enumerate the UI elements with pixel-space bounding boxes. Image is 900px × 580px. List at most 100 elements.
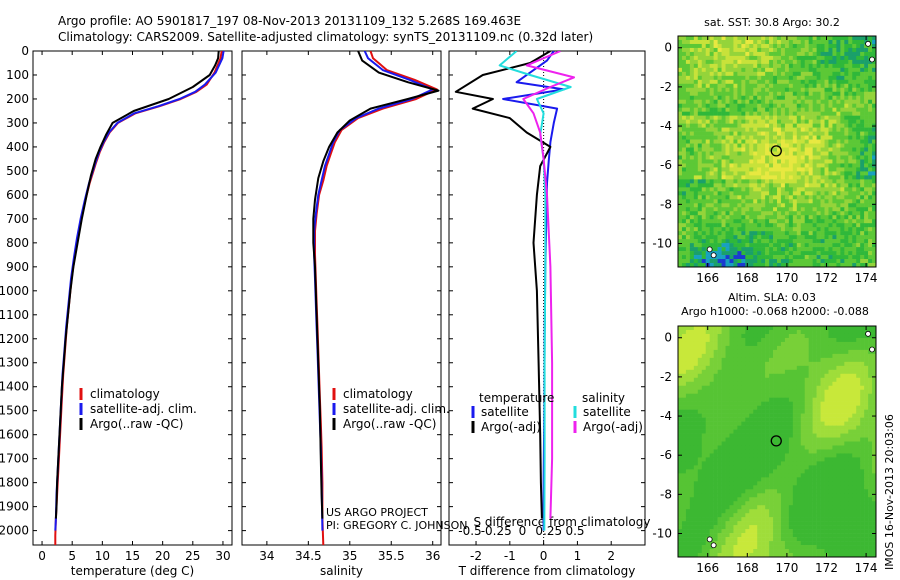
map-cell — [678, 63, 683, 69]
map-cell — [792, 139, 798, 144]
map-cell — [705, 119, 710, 124]
map-cell — [681, 365, 687, 371]
map-cell — [836, 417, 841, 422]
map-cell — [848, 247, 853, 252]
map-cell — [721, 373, 726, 379]
y-tick-label: 100 — [6, 68, 29, 82]
map-cell — [848, 255, 853, 260]
map-cell — [701, 329, 707, 335]
map-cell — [796, 175, 802, 180]
map-cell — [824, 361, 829, 367]
map-cell — [868, 215, 873, 220]
map-cell — [868, 119, 873, 124]
map-cell — [681, 191, 687, 196]
map-cell — [721, 67, 726, 73]
map-cell — [784, 167, 790, 172]
map-cell — [678, 131, 683, 136]
map-cell — [733, 329, 738, 335]
map-cell — [757, 259, 762, 264]
map-cell — [804, 345, 809, 351]
map-cell — [872, 199, 876, 204]
map-cell — [777, 127, 782, 132]
map-cell — [745, 79, 750, 85]
map-cell — [701, 457, 707, 462]
map-cell — [864, 211, 869, 216]
map-cell — [725, 187, 730, 192]
map-cell — [765, 413, 770, 418]
map-cell — [788, 255, 794, 260]
map-cell — [745, 235, 750, 240]
map-cell — [788, 147, 794, 152]
map-cell — [737, 461, 742, 466]
map-cell — [685, 337, 691, 343]
map-cell — [872, 457, 876, 462]
map-cell — [697, 79, 703, 85]
map-cell — [749, 39, 754, 45]
map-cell — [860, 99, 865, 104]
map-cell — [681, 353, 687, 359]
map-cell — [868, 219, 873, 224]
map-cell — [749, 329, 754, 335]
map-cell — [773, 155, 778, 160]
map-cell — [713, 377, 718, 383]
map-cell — [717, 191, 722, 196]
map-cell — [713, 365, 718, 371]
map-cell — [844, 143, 849, 148]
map-cell — [745, 373, 750, 379]
map-cell — [808, 67, 813, 73]
map-cell — [753, 223, 758, 228]
map-cell — [784, 59, 790, 65]
map-cell — [824, 119, 829, 124]
map-cell — [840, 421, 845, 426]
map-cell — [725, 199, 730, 204]
map-cell — [777, 191, 782, 196]
map-cell — [800, 421, 806, 426]
map-cell — [777, 417, 782, 422]
map-cell — [784, 251, 790, 256]
map-cell — [844, 36, 849, 41]
map-cell — [729, 385, 734, 391]
map-cell — [852, 227, 857, 232]
map-cell — [693, 345, 699, 351]
map-cell — [709, 361, 714, 367]
map-cell — [784, 191, 790, 196]
map-cell — [685, 409, 691, 414]
map-cell — [848, 373, 853, 379]
map-cell — [828, 123, 833, 128]
y-tick-label: 1300 — [0, 356, 29, 370]
map-cell — [856, 377, 861, 383]
map-cell — [792, 333, 798, 339]
map-cell — [697, 67, 703, 73]
map-cell — [753, 421, 758, 426]
map-cell — [820, 425, 825, 430]
map-cell — [844, 135, 849, 140]
map-cell — [844, 259, 849, 264]
map-cell — [824, 333, 829, 339]
map-cell — [780, 119, 786, 124]
map-cell — [836, 79, 841, 85]
map-cell — [860, 115, 865, 120]
map-cell — [725, 139, 730, 144]
map-cell — [693, 401, 699, 406]
map-cell — [784, 417, 790, 422]
map-cell — [816, 231, 821, 236]
map-cell — [729, 171, 734, 176]
map-cell — [792, 381, 798, 387]
map-cell — [761, 389, 766, 394]
map-cell — [788, 227, 794, 232]
map-cell — [713, 341, 718, 347]
map-cell — [832, 55, 837, 61]
map-cell — [753, 405, 758, 410]
map-cell — [761, 243, 766, 248]
map-cell — [820, 449, 825, 454]
map-cell — [773, 167, 778, 172]
map-cell — [844, 413, 849, 418]
map-cell — [773, 163, 778, 168]
map-cell — [860, 259, 865, 264]
map-cell — [681, 91, 687, 97]
map-cell — [681, 159, 687, 164]
map-cell — [856, 47, 861, 53]
map-cell — [753, 247, 758, 252]
map-cell — [856, 353, 861, 359]
map-cell — [733, 385, 738, 391]
